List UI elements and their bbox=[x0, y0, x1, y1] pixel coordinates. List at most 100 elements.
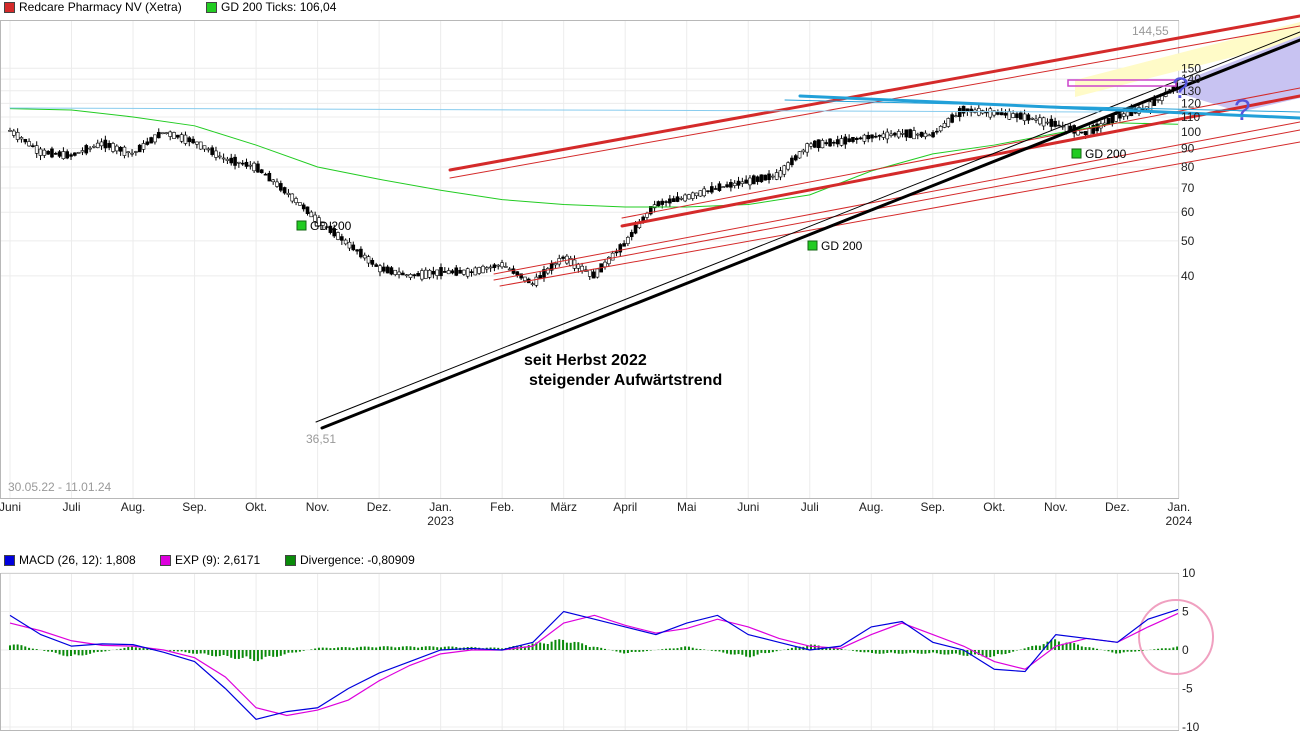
month-tick-label: März bbox=[550, 500, 577, 514]
candle-body bbox=[469, 271, 474, 273]
candle-body bbox=[629, 232, 634, 238]
candle-body bbox=[690, 192, 695, 199]
channel-lower-thin-1 bbox=[493, 129, 1300, 281]
price-tick-label: 90 bbox=[1181, 142, 1195, 156]
month-tick-label: Okt. bbox=[245, 500, 267, 514]
candle-body bbox=[408, 274, 413, 278]
candle-body bbox=[214, 150, 218, 158]
candle-body bbox=[107, 143, 111, 148]
month-tick-label: Dez. bbox=[367, 500, 392, 514]
month-tick-label: Sep. bbox=[182, 500, 207, 514]
candle-body bbox=[282, 187, 287, 194]
month-tick-label: Nov. bbox=[306, 500, 330, 514]
candle-body bbox=[652, 204, 657, 209]
candle-body bbox=[1045, 121, 1050, 124]
candle-body bbox=[1003, 112, 1008, 116]
candle-body bbox=[610, 252, 615, 261]
channel-fill-blue bbox=[1175, 36, 1300, 112]
candle-body bbox=[607, 256, 611, 265]
candle-body bbox=[1125, 111, 1130, 117]
candle-body bbox=[53, 153, 58, 155]
candle-body bbox=[19, 137, 24, 140]
candle-body bbox=[320, 222, 325, 226]
candle-body bbox=[572, 259, 577, 269]
candle-body bbox=[935, 130, 939, 133]
candle-body bbox=[553, 263, 558, 266]
candle-body bbox=[668, 198, 672, 204]
candle-body bbox=[160, 132, 165, 135]
candle-body bbox=[710, 186, 714, 193]
candle-body bbox=[988, 108, 993, 118]
legend-item-gd200: GD 200 Ticks: 106,04 bbox=[206, 0, 336, 14]
candle-body bbox=[443, 271, 447, 273]
macd-tick-label: 5 bbox=[1182, 605, 1189, 619]
candle-body bbox=[561, 256, 565, 259]
candle-body bbox=[385, 266, 390, 274]
candle-body bbox=[679, 197, 684, 200]
candle-body bbox=[969, 108, 973, 113]
candle-body bbox=[1049, 118, 1054, 127]
legend-swatch-magenta bbox=[160, 554, 171, 566]
candle-body bbox=[618, 244, 623, 253]
macd-line bbox=[9, 608, 1178, 720]
candle-body bbox=[84, 145, 89, 154]
month-tick-label: Sep. bbox=[920, 500, 945, 514]
candle-body bbox=[694, 192, 699, 197]
candle-body bbox=[736, 180, 741, 186]
candle-body bbox=[1057, 124, 1061, 127]
candle-body bbox=[267, 172, 272, 182]
candle-body bbox=[156, 131, 161, 139]
legend-item-macd: MACD (26, 12): 1,808 bbox=[4, 553, 136, 567]
month-tick-label: Nov. bbox=[1044, 500, 1068, 514]
candle-body bbox=[648, 206, 653, 215]
candle-body bbox=[790, 157, 794, 166]
candle-body bbox=[240, 162, 245, 165]
candle-body bbox=[755, 176, 760, 182]
candle-body bbox=[717, 183, 722, 191]
candle-body bbox=[15, 132, 20, 140]
candle-body bbox=[725, 184, 729, 188]
candle-body bbox=[801, 149, 806, 153]
candle-body bbox=[889, 133, 893, 136]
candle-body bbox=[656, 201, 661, 207]
candle-body bbox=[481, 265, 485, 274]
candle-body bbox=[397, 271, 401, 275]
candle-body bbox=[874, 135, 878, 138]
price-tick-label: 130 bbox=[1181, 84, 1201, 98]
high-price-label: 144,55 bbox=[1132, 24, 1169, 38]
candle-body bbox=[317, 217, 321, 227]
candle-body bbox=[732, 182, 737, 186]
candle-body bbox=[824, 142, 829, 145]
candle-body bbox=[126, 151, 131, 154]
candle-body bbox=[183, 134, 188, 144]
candle-body bbox=[221, 157, 226, 160]
candle-body bbox=[103, 139, 108, 149]
candle-body bbox=[12, 130, 16, 136]
month-tick-label: Aug. bbox=[859, 500, 884, 514]
candle-body bbox=[961, 105, 966, 114]
price-tick-label: 60 bbox=[1181, 205, 1195, 219]
candle-body bbox=[172, 132, 176, 139]
candle-body bbox=[362, 254, 367, 259]
gd200-label: GD 200 bbox=[821, 239, 863, 253]
uptrend-line-thin bbox=[315, 31, 1300, 423]
candle-body bbox=[854, 138, 859, 140]
candle-body bbox=[137, 144, 142, 153]
candle-body bbox=[374, 264, 378, 267]
candle-body bbox=[942, 122, 947, 128]
candle-body bbox=[507, 268, 512, 271]
candle-body bbox=[355, 249, 359, 252]
legend-swatch-green bbox=[206, 1, 217, 13]
candle-body bbox=[145, 141, 150, 145]
candle-body bbox=[1121, 113, 1126, 117]
candle-body bbox=[683, 194, 687, 202]
candle-body bbox=[706, 190, 710, 192]
month-tick-label: Okt. bbox=[983, 500, 1005, 514]
candle-body bbox=[435, 269, 439, 276]
price-tick-label: 120 bbox=[1181, 96, 1201, 110]
candle-body bbox=[210, 147, 214, 155]
month-tick-label: Juli bbox=[63, 500, 81, 514]
candle-body bbox=[164, 132, 169, 134]
candle-body bbox=[504, 266, 508, 268]
candle-body bbox=[69, 154, 73, 157]
